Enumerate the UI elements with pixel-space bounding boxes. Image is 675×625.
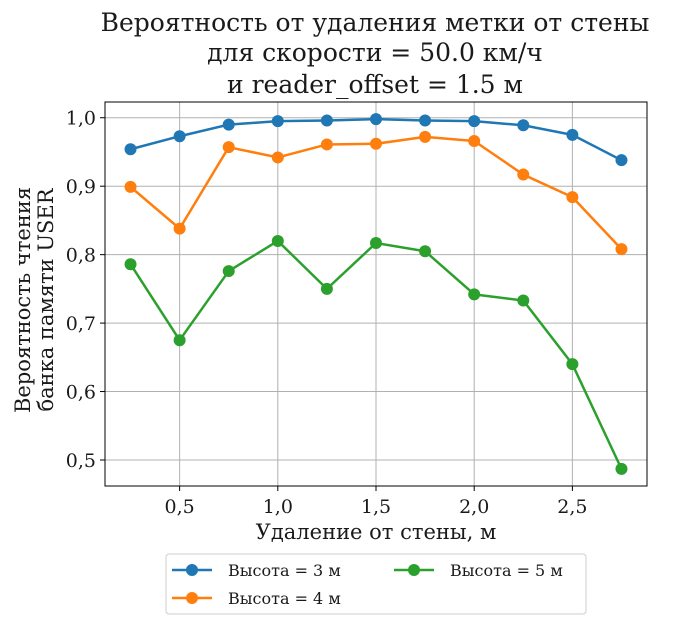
series-3-point bbox=[124, 258, 137, 271]
x-tick-label: 1,5 bbox=[361, 496, 391, 518]
legend-frame bbox=[165, 553, 587, 615]
series-3-point bbox=[320, 282, 333, 295]
x-axis-label: Удаление от стены, м bbox=[256, 520, 497, 544]
series-3-point bbox=[468, 288, 481, 301]
series-3-point bbox=[615, 462, 628, 475]
y-tick-label: 0,6 bbox=[66, 382, 96, 404]
series-1-point bbox=[517, 119, 530, 132]
chart-title-line-1: Вероятность от удаления метки от стены bbox=[101, 8, 650, 37]
series-1-point bbox=[222, 118, 235, 131]
series-1-point bbox=[173, 130, 186, 143]
series-1-point bbox=[320, 114, 333, 127]
series-3-point bbox=[222, 265, 235, 278]
grid bbox=[105, 102, 647, 486]
legend-label-series-3: Высота = 5 м bbox=[450, 561, 563, 580]
y-axis-label-line-1: Вероятность чтения bbox=[11, 187, 35, 413]
series-3-point bbox=[517, 294, 530, 307]
series-2-point bbox=[320, 138, 333, 151]
y-tick-label: 0,8 bbox=[66, 245, 96, 267]
series-3-point bbox=[566, 358, 579, 371]
y-tick-label: 0,9 bbox=[66, 176, 96, 198]
y-axis-label: Вероятность чтения банка памяти USER bbox=[11, 187, 58, 413]
series-2-point bbox=[468, 135, 481, 148]
series-1-point bbox=[419, 114, 432, 127]
legend-label-series-1: Высота = 3 м bbox=[228, 561, 341, 580]
legend-marker-series-2 bbox=[186, 592, 198, 604]
series-1-point bbox=[615, 154, 628, 167]
series-2-point bbox=[370, 137, 382, 150]
y-tick-label: 1,0 bbox=[66, 108, 96, 130]
series-2-point bbox=[566, 191, 579, 204]
series-2-point bbox=[222, 141, 235, 154]
series-2-point bbox=[517, 168, 530, 181]
series-2-point bbox=[271, 151, 284, 164]
series-1-point bbox=[566, 128, 579, 141]
y-tick-label: 0,7 bbox=[66, 313, 96, 335]
series-2-point bbox=[173, 222, 186, 235]
series-1-point bbox=[468, 115, 481, 128]
series-1-point bbox=[124, 143, 137, 156]
series-1-point bbox=[271, 115, 284, 128]
ticks: 0,5 1,0 1,5 2,0 2,5 0,5 0,6 0,7 0,8 0,9 1,0 bbox=[66, 108, 588, 518]
series-3-point bbox=[173, 334, 186, 347]
x-tick-label: 2,5 bbox=[557, 496, 587, 518]
series-3 bbox=[124, 234, 628, 475]
legend-marker-series-1 bbox=[186, 564, 198, 576]
x-tick-label: 0,5 bbox=[165, 496, 195, 518]
series-2-point bbox=[419, 130, 432, 143]
y-axis-label-line-2: банка памяти USER bbox=[34, 187, 58, 411]
x-tick-label: 2,0 bbox=[459, 496, 489, 518]
chart-title-line-3: и reader_offset = 1.5 м bbox=[227, 70, 523, 99]
y-tick-label: 0,5 bbox=[66, 450, 96, 472]
chart-title-line-2: для скорости = 50.0 км/ч bbox=[207, 38, 543, 67]
series-1 bbox=[124, 113, 628, 167]
series-1-point bbox=[370, 113, 382, 126]
legend-label-series-2: Высота = 4 м bbox=[228, 589, 341, 608]
series-layer bbox=[124, 113, 628, 475]
legend-marker-series-3 bbox=[408, 564, 420, 576]
series-3-point bbox=[370, 237, 382, 250]
legend: Высота = 3 м Высота = 4 м Высота = 5 м bbox=[165, 553, 587, 615]
x-tick-label: 1,0 bbox=[263, 496, 293, 518]
series-2-point bbox=[615, 243, 628, 256]
series-3-point bbox=[271, 234, 284, 247]
series-2 bbox=[124, 130, 628, 256]
series-3-point bbox=[419, 245, 432, 258]
series-2-point bbox=[124, 180, 137, 193]
